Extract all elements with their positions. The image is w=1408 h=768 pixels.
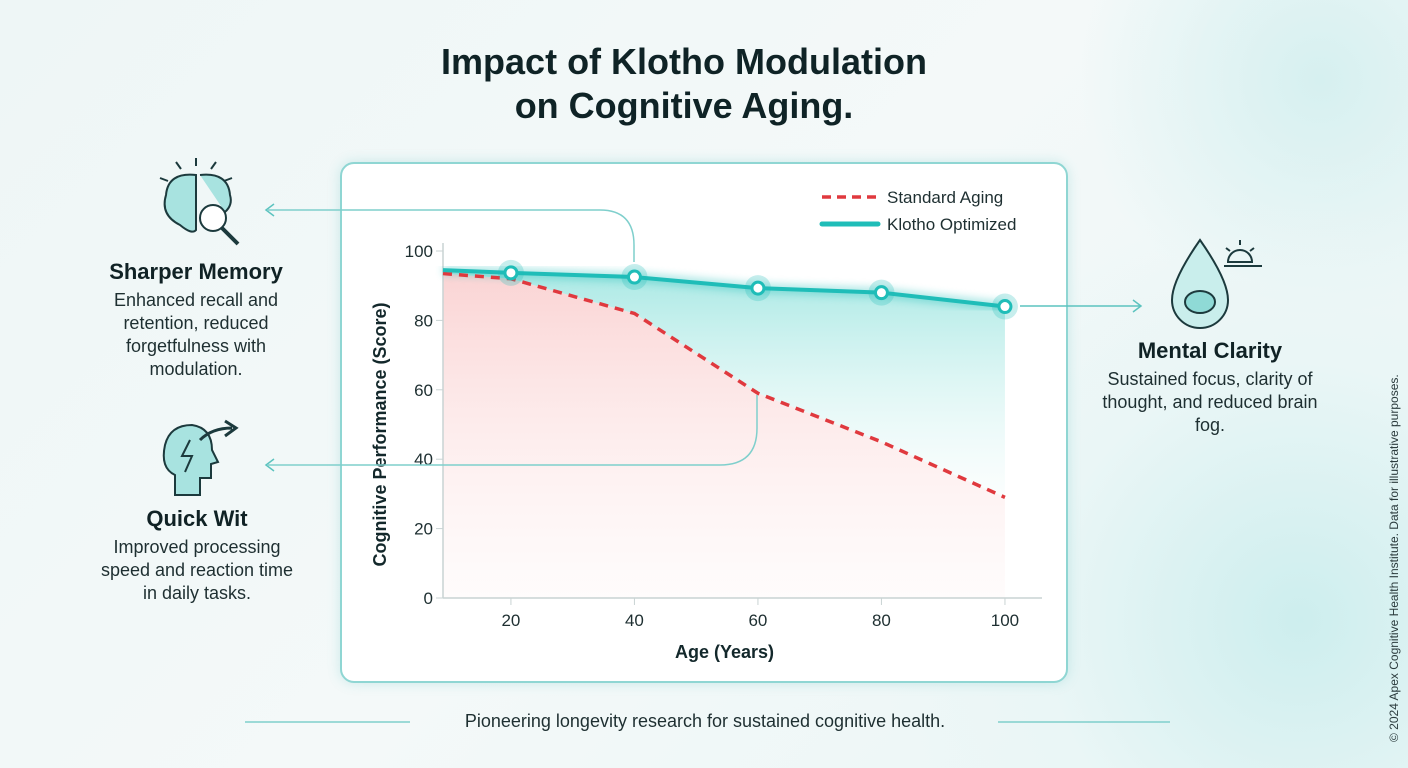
footer-tagline: Pioneering longevity research for sustai…	[464, 711, 946, 731]
connector-clarity	[1020, 299, 1143, 313]
y-tick-label: 40	[414, 450, 433, 469]
y-tick-label: 60	[414, 381, 433, 400]
connector-wit	[268, 395, 758, 466]
y-axis-label: Cognitive Performance (Score)	[370, 302, 390, 566]
head-lightning-icon	[162, 419, 239, 496]
panel-heading: Quick Wit	[146, 506, 248, 531]
y-tick-label: 100	[405, 242, 433, 261]
panel-text: Enhanced recall and retention, reduced f…	[113, 290, 279, 379]
x-tick-label: 60	[748, 611, 767, 630]
panel-text: Sustained focus, clarity of thought, and…	[1102, 369, 1318, 435]
title-line-1: Impact of Klotho Modulation	[441, 41, 927, 82]
brain-droplet-sun-icon	[1170, 238, 1262, 329]
panel-text: Improved processing speed and reaction t…	[100, 537, 294, 603]
legend-label-klotho-optimized: Klotho Optimized	[887, 215, 1016, 234]
x-tick-label: 100	[991, 611, 1019, 630]
standard-aging-line	[442, 271, 1006, 499]
panel-mental-clarity: Mental Clarity Sustained focus, clarity …	[1098, 339, 1322, 437]
panel-heading: Mental Clarity	[1137, 338, 1283, 363]
klotho-data-point	[873, 285, 889, 301]
connector-memory	[268, 209, 635, 262]
klotho-data-point	[750, 280, 766, 296]
x-axis-label: Age (Years)	[675, 642, 774, 662]
x-tick-label: 80	[872, 611, 891, 630]
klotho-optimized-line	[442, 268, 1006, 309]
klotho-data-point	[503, 265, 519, 281]
panel-sharper-memory: Sharper Memory Enhanced recall and reten…	[88, 260, 304, 381]
panel-quick-wit: Quick Wit Improved processing speed and …	[92, 507, 302, 605]
x-tick-label: 20	[501, 611, 520, 630]
klotho-data-point	[626, 269, 642, 285]
panel-heading: Sharper Memory	[109, 259, 283, 284]
brain-magnifier-icon	[159, 158, 240, 246]
standard-aging-area	[443, 273, 1005, 598]
klotho-data-point	[997, 299, 1013, 315]
x-tick-label: 40	[625, 611, 644, 630]
copyright-notice: © 2024 Apex Cognitive Health Institute. …	[1387, 374, 1401, 742]
page-title: Impact of Klotho Modulation on Cognitive …	[0, 40, 1368, 128]
connector-arrowheads	[264, 203, 275, 472]
y-tick-label: 0	[424, 589, 433, 608]
legend-label-standard-aging: Standard Aging	[887, 188, 1003, 207]
klotho-gain-area	[443, 270, 1005, 498]
y-tick-label: 80	[414, 311, 433, 330]
y-tick-label: 20	[414, 520, 433, 539]
title-line-2: on Cognitive Aging.	[514, 85, 854, 126]
